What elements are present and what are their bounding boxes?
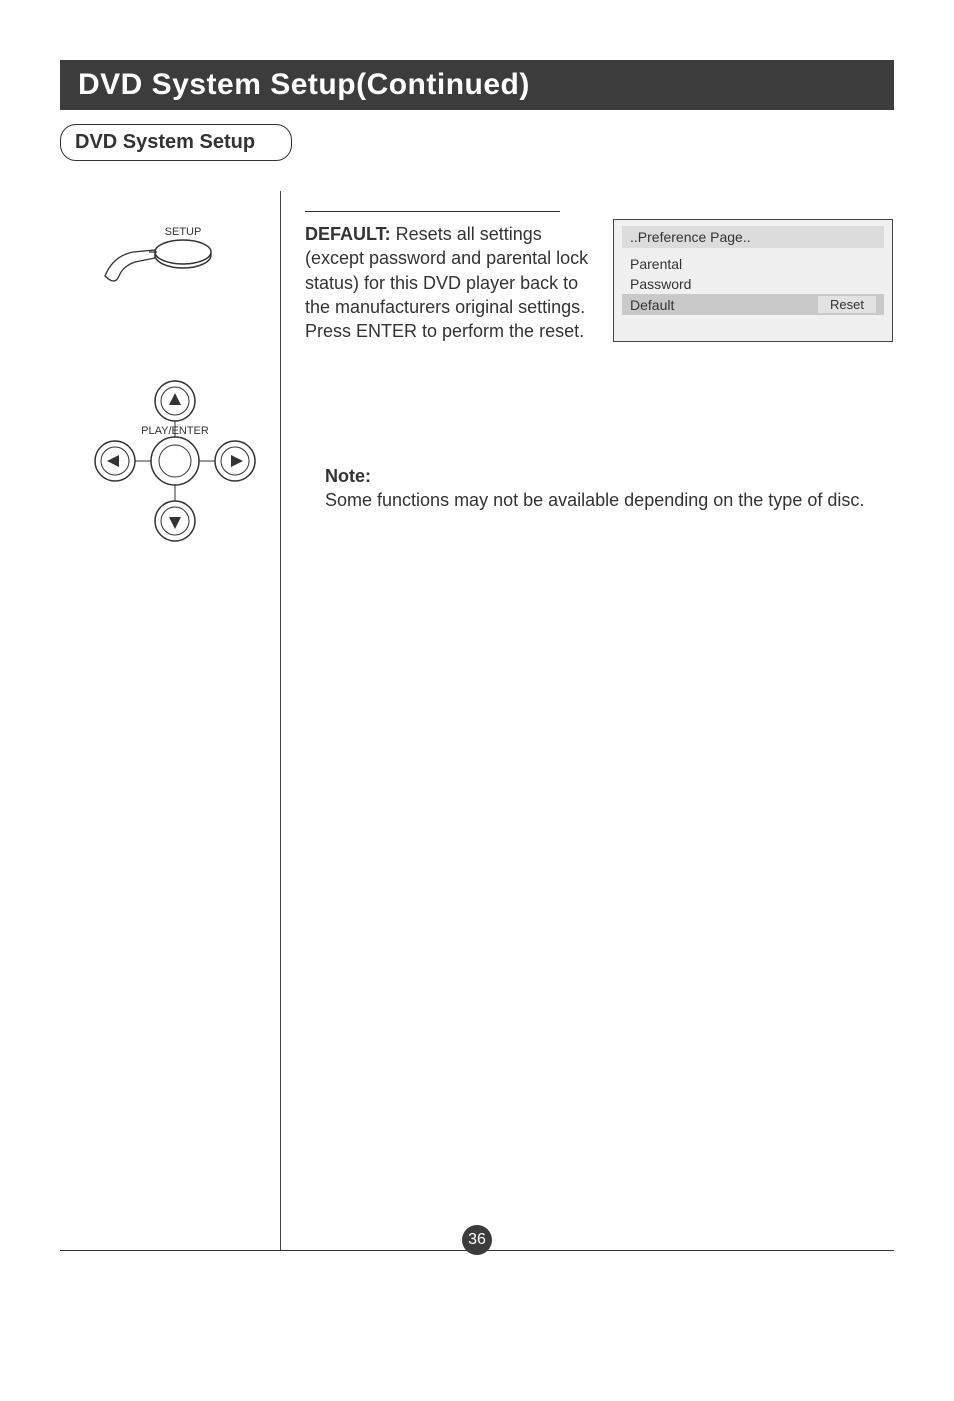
setup-button-diagram: SETUP [95, 221, 215, 301]
setup-label-svg: SETUP [165, 226, 202, 238]
note-block: Note: Some functions may not be availabl… [325, 464, 885, 513]
dpad-label-svg: PLAY/ENTER [141, 425, 209, 437]
left-column: SETUP [60, 191, 270, 1251]
settings-option-label: Password [630, 276, 876, 292]
dpad-diagram: PLAY/ENTER [85, 371, 265, 551]
settings-row-password[interactable]: Password [622, 274, 884, 294]
settings-row-default[interactable]: Default Reset [622, 294, 884, 315]
dpad-center-icon [151, 437, 199, 485]
bottom-divider: 36 [60, 1250, 894, 1251]
note-label: Note: [325, 464, 885, 488]
page-number: 36 [462, 1225, 492, 1255]
page-root: DVD System Setup(Continued) DVD System S… [0, 0, 954, 1401]
dpad-up-icon [155, 381, 195, 421]
default-label: DEFAULT: [305, 224, 391, 244]
page-title: DVD System Setup(Continued) [78, 68, 530, 101]
section-subtitle: DVD System Setup [75, 131, 255, 153]
settings-option-label: Parental [630, 256, 876, 272]
dpad-right-icon [215, 441, 255, 481]
default-text-column: DEFAULT: Resets all settings (except pas… [305, 191, 605, 343]
vertical-divider [280, 191, 281, 1251]
content-area: SETUP [60, 191, 894, 1251]
settings-option-label: Default [630, 297, 818, 313]
settings-option-value: Reset [818, 296, 876, 313]
preference-page-panel: ..Preference Page.. Parental Password De… [613, 219, 893, 342]
dpad-down-icon [155, 501, 195, 541]
page-title-bar: DVD System Setup(Continued) [60, 60, 894, 110]
settings-row-parental[interactable]: Parental [622, 254, 884, 274]
default-description: DEFAULT: Resets all settings (except pas… [305, 222, 605, 343]
section-subtitle-box: DVD System Setup [60, 124, 292, 161]
note-text: Some functions may not be available depe… [325, 488, 885, 512]
dpad-left-icon [95, 441, 135, 481]
preference-page-title: ..Preference Page.. [622, 226, 884, 248]
mid-horizontal-divider [305, 211, 560, 212]
